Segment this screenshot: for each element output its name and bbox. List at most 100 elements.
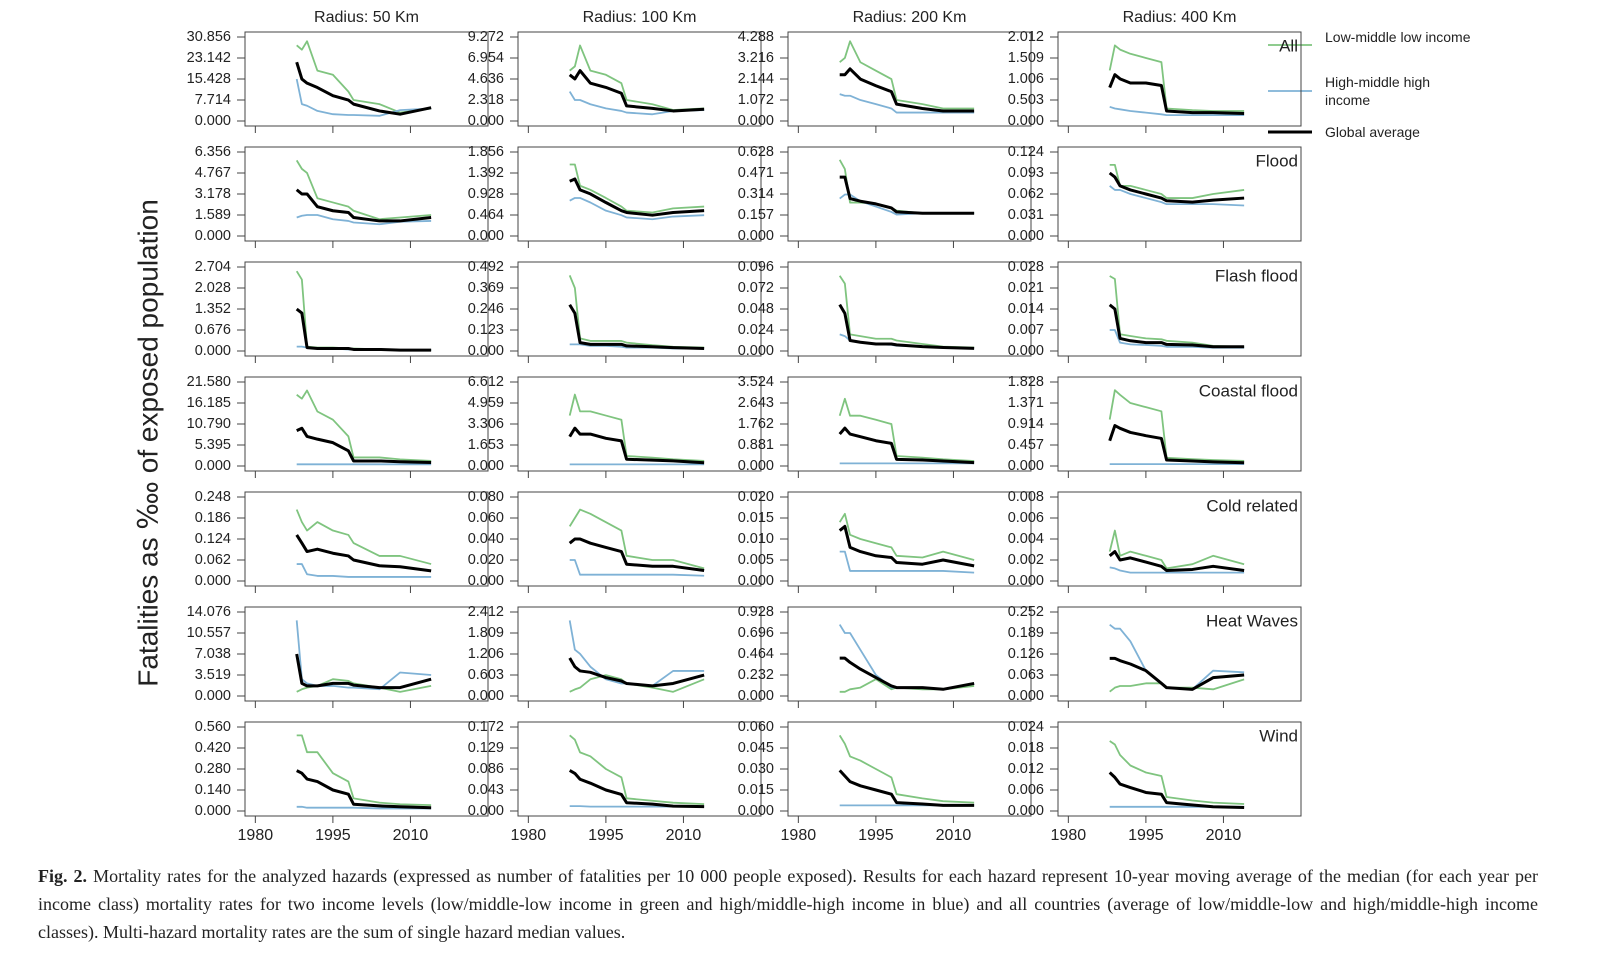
y-tick-label: 0.914 bbox=[1008, 416, 1044, 432]
y-tick-label: 0.126 bbox=[1008, 646, 1044, 662]
panel-frame bbox=[244, 261, 489, 357]
series-line bbox=[1109, 656, 1245, 691]
hazard-label: Wind bbox=[1259, 726, 1298, 745]
series-line bbox=[838, 512, 975, 561]
x-tick-label: 2010 bbox=[393, 827, 429, 844]
y-tick-label: 0.093 bbox=[1008, 165, 1044, 181]
y-tick-label: 0.060 bbox=[738, 719, 774, 735]
y-tick-label: 0.464 bbox=[738, 646, 774, 662]
y-tick-label: 0.096 bbox=[738, 259, 774, 275]
y-tick-label: 0.014 bbox=[1008, 301, 1044, 317]
panel-frame bbox=[244, 31, 489, 127]
y-tick-label: 0.124 bbox=[195, 531, 231, 547]
y-tick-label: 4.288 bbox=[738, 29, 774, 45]
y-tick-label: 0.020 bbox=[468, 552, 504, 568]
y-axis-label: Fatalities as ‱ of exposed population bbox=[132, 199, 163, 687]
y-tick-label: 0.124 bbox=[1008, 144, 1044, 160]
y-tick-label: 0.006 bbox=[1008, 782, 1044, 798]
series-line bbox=[295, 78, 432, 117]
y-tick-label: 15.428 bbox=[187, 71, 231, 87]
hazard-label: Coastal flood bbox=[1199, 381, 1298, 400]
x-tick-label: 1995 bbox=[1128, 827, 1164, 844]
y-tick-label: 0.048 bbox=[738, 301, 774, 317]
y-tick-label: 0.062 bbox=[195, 552, 231, 568]
series-line bbox=[568, 620, 705, 687]
y-tick-label: 1.509 bbox=[1008, 50, 1044, 66]
series-line bbox=[838, 397, 975, 462]
y-tick-label: 0.004 bbox=[1008, 531, 1044, 547]
series-line bbox=[1109, 566, 1245, 574]
x-tick-label: 2010 bbox=[936, 827, 972, 844]
y-tick-label: 0.060 bbox=[468, 510, 504, 526]
y-tick-label: 0.002 bbox=[1008, 552, 1044, 568]
y-tick-label: 0.063 bbox=[1008, 667, 1044, 683]
y-tick-label: 1.392 bbox=[468, 165, 504, 181]
y-tick-label: 0.028 bbox=[1008, 259, 1044, 275]
y-tick-label: 0.140 bbox=[195, 782, 231, 798]
y-tick-label: 0.012 bbox=[1008, 761, 1044, 777]
series-line bbox=[1108, 389, 1245, 462]
x-tick-label: 1995 bbox=[858, 827, 894, 844]
series-line bbox=[838, 769, 975, 807]
series-line bbox=[296, 734, 432, 807]
series-line bbox=[839, 175, 975, 215]
y-tick-label: 0.000 bbox=[195, 573, 231, 589]
y-tick-label: 0.000 bbox=[195, 688, 231, 704]
panel-frame bbox=[787, 146, 1032, 242]
series-line bbox=[568, 69, 705, 113]
legend-label: Global average bbox=[1325, 124, 1420, 140]
legend-label: High-middle high income bbox=[1325, 74, 1431, 108]
y-tick-label: 0.045 bbox=[738, 740, 774, 756]
y-tick-label: 2.144 bbox=[738, 71, 774, 87]
y-tick-label: 0.000 bbox=[738, 343, 774, 359]
hazard-label: Cold related bbox=[1206, 496, 1298, 515]
y-tick-label: 23.142 bbox=[187, 50, 231, 66]
y-tick-label: 30.856 bbox=[187, 29, 231, 45]
series-line bbox=[838, 426, 975, 465]
series-line bbox=[1108, 303, 1245, 349]
y-tick-label: 1.589 bbox=[195, 207, 231, 223]
y-tick-label: 7.714 bbox=[195, 92, 231, 108]
series-line bbox=[1109, 185, 1245, 207]
series-line bbox=[568, 537, 705, 572]
y-tick-label: 0.369 bbox=[468, 280, 504, 296]
panel-frame bbox=[244, 146, 489, 242]
x-tick-label: 1980 bbox=[781, 827, 817, 844]
y-tick-label: 0.000 bbox=[195, 228, 231, 244]
series-line bbox=[839, 40, 975, 110]
series-line bbox=[568, 393, 705, 462]
y-tick-label: 0.000 bbox=[195, 343, 231, 359]
series-line bbox=[296, 805, 432, 810]
y-tick-label: 3.216 bbox=[738, 50, 774, 66]
y-tick-label: 0.560 bbox=[195, 719, 231, 735]
y-tick-label: 0.420 bbox=[195, 740, 231, 756]
series-line bbox=[1108, 529, 1245, 570]
y-tick-label: 0.000 bbox=[738, 228, 774, 244]
hazard-label: Flash flood bbox=[1215, 266, 1298, 285]
y-tick-label: 0.000 bbox=[468, 458, 504, 474]
y-tick-label: 3.524 bbox=[738, 374, 774, 390]
series-line bbox=[295, 188, 432, 223]
y-tick-label: 0.015 bbox=[738, 782, 774, 798]
y-tick-label: 0.471 bbox=[738, 165, 774, 181]
y-tick-label: 0.006 bbox=[1008, 510, 1044, 526]
y-tick-label: 14.076 bbox=[187, 604, 231, 620]
series-line bbox=[568, 769, 705, 809]
y-tick-label: 1.371 bbox=[1008, 395, 1044, 411]
y-tick-label: 1.352 bbox=[195, 301, 231, 317]
series-line bbox=[1109, 740, 1245, 805]
series-line bbox=[838, 524, 975, 568]
y-tick-label: 0.072 bbox=[738, 280, 774, 296]
y-tick-label: 0.000 bbox=[1008, 113, 1044, 129]
x-tick-label: 1995 bbox=[588, 827, 624, 844]
series-line bbox=[569, 734, 705, 806]
caption-label: Fig. 2. bbox=[38, 866, 88, 886]
series-line bbox=[296, 214, 432, 226]
panel-frame bbox=[517, 721, 762, 817]
y-tick-label: 1.856 bbox=[468, 144, 504, 160]
y-tick-label: 0.000 bbox=[1008, 803, 1044, 819]
series-line bbox=[295, 620, 432, 691]
series-line bbox=[1109, 678, 1245, 693]
y-tick-label: 0.928 bbox=[738, 604, 774, 620]
